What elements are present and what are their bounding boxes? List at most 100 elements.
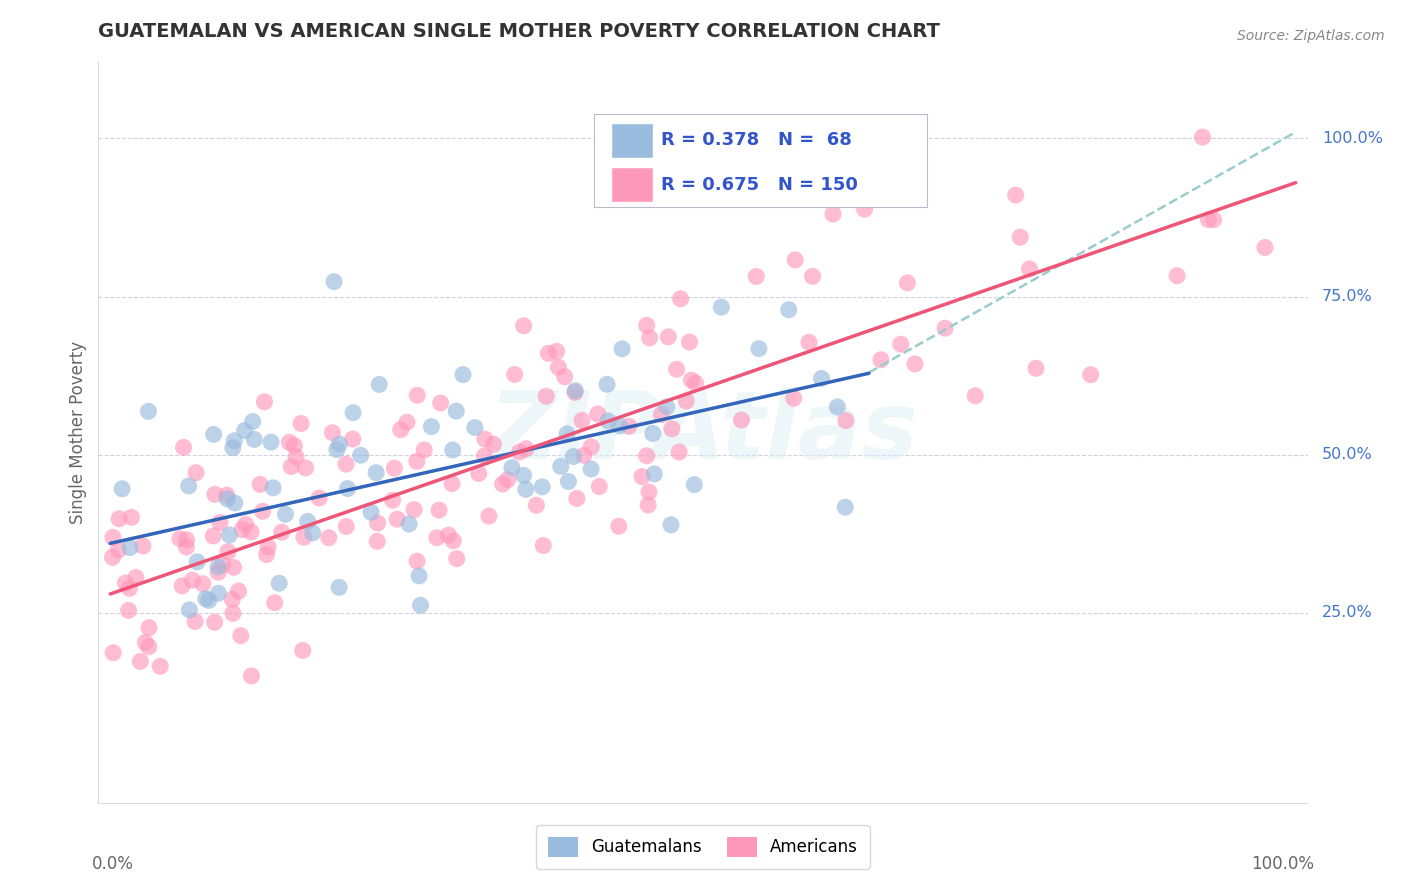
Point <box>138 640 160 654</box>
Point <box>138 621 160 635</box>
Point <box>107 543 129 558</box>
Point <box>607 519 630 533</box>
Point <box>270 525 292 540</box>
Point <box>524 498 547 512</box>
Point <box>229 629 252 643</box>
Point <box>405 454 427 468</box>
Point <box>184 466 207 480</box>
Point <box>129 655 152 669</box>
Point <box>294 461 316 475</box>
Point <box>531 539 554 553</box>
Point <box>308 491 330 505</box>
Point <box>783 391 806 405</box>
Point <box>235 517 257 532</box>
Point <box>208 516 231 530</box>
Point <box>176 540 198 554</box>
Point <box>263 596 285 610</box>
Point <box>467 467 489 481</box>
Text: 100.0%: 100.0% <box>1250 855 1313 872</box>
Point <box>588 479 610 493</box>
Point <box>474 449 496 463</box>
Point <box>610 342 633 356</box>
Point <box>853 202 876 217</box>
Point <box>1191 130 1213 145</box>
Point <box>748 342 770 356</box>
Point <box>965 389 987 403</box>
Point <box>233 424 256 438</box>
Point <box>204 487 226 501</box>
Legend: Guatemalans, Americans: Guatemalans, Americans <box>536 825 870 869</box>
Point <box>242 415 264 429</box>
Point <box>202 427 225 442</box>
Point <box>572 449 595 463</box>
Point <box>617 419 640 434</box>
Point <box>637 498 659 512</box>
Point <box>478 509 501 524</box>
Point <box>571 413 593 427</box>
Point <box>257 540 280 554</box>
FancyBboxPatch shape <box>613 169 654 202</box>
Point <box>101 550 124 565</box>
Point <box>661 422 683 436</box>
Point <box>537 346 560 360</box>
Point <box>444 404 467 418</box>
Point <box>402 502 425 516</box>
Point <box>904 357 927 371</box>
Point <box>797 335 820 350</box>
Point <box>534 389 557 403</box>
Point <box>515 483 537 497</box>
Point <box>934 321 956 335</box>
Point <box>253 394 276 409</box>
Point <box>1197 212 1219 227</box>
Point <box>641 426 664 441</box>
Point <box>398 516 420 531</box>
Point <box>413 442 436 457</box>
Point <box>367 516 389 530</box>
Point <box>179 603 201 617</box>
Point <box>429 396 451 410</box>
Point <box>1166 268 1188 283</box>
Point <box>172 579 194 593</box>
Text: GUATEMALAN VS AMERICAN SINGLE MOTHER POVERTY CORRELATION CHART: GUATEMALAN VS AMERICAN SINGLE MOTHER POV… <box>98 22 941 41</box>
Y-axis label: Single Mother Poverty: Single Mother Poverty <box>69 341 87 524</box>
Point <box>217 491 239 506</box>
Point <box>101 530 124 544</box>
Point <box>557 475 579 489</box>
Point <box>638 485 661 500</box>
Point <box>292 530 315 544</box>
Point <box>222 560 245 574</box>
Point <box>441 442 464 457</box>
Point <box>870 352 893 367</box>
Point <box>260 435 283 450</box>
Point <box>827 400 849 414</box>
Point <box>441 533 464 548</box>
Point <box>382 461 405 475</box>
Point <box>184 615 207 629</box>
Point <box>1080 368 1102 382</box>
Text: 0.0%: 0.0% <box>93 855 134 872</box>
Point <box>778 302 800 317</box>
Point <box>730 413 752 427</box>
Point <box>564 385 586 400</box>
Point <box>290 417 312 431</box>
Point <box>368 377 391 392</box>
Point <box>446 551 468 566</box>
Point <box>366 534 388 549</box>
Point <box>222 607 245 621</box>
Point <box>512 468 534 483</box>
Point <box>675 394 697 409</box>
Point <box>149 659 172 673</box>
Point <box>550 459 572 474</box>
Point <box>207 559 229 574</box>
Point <box>1202 212 1225 227</box>
Point <box>579 462 602 476</box>
Text: R = 0.675   N = 150: R = 0.675 N = 150 <box>661 176 858 194</box>
Point <box>482 437 505 451</box>
Point <box>1025 361 1047 376</box>
Point <box>531 480 554 494</box>
Point <box>555 426 578 441</box>
Point <box>451 368 474 382</box>
Point <box>427 503 450 517</box>
Point <box>169 532 191 546</box>
Point <box>321 425 343 440</box>
